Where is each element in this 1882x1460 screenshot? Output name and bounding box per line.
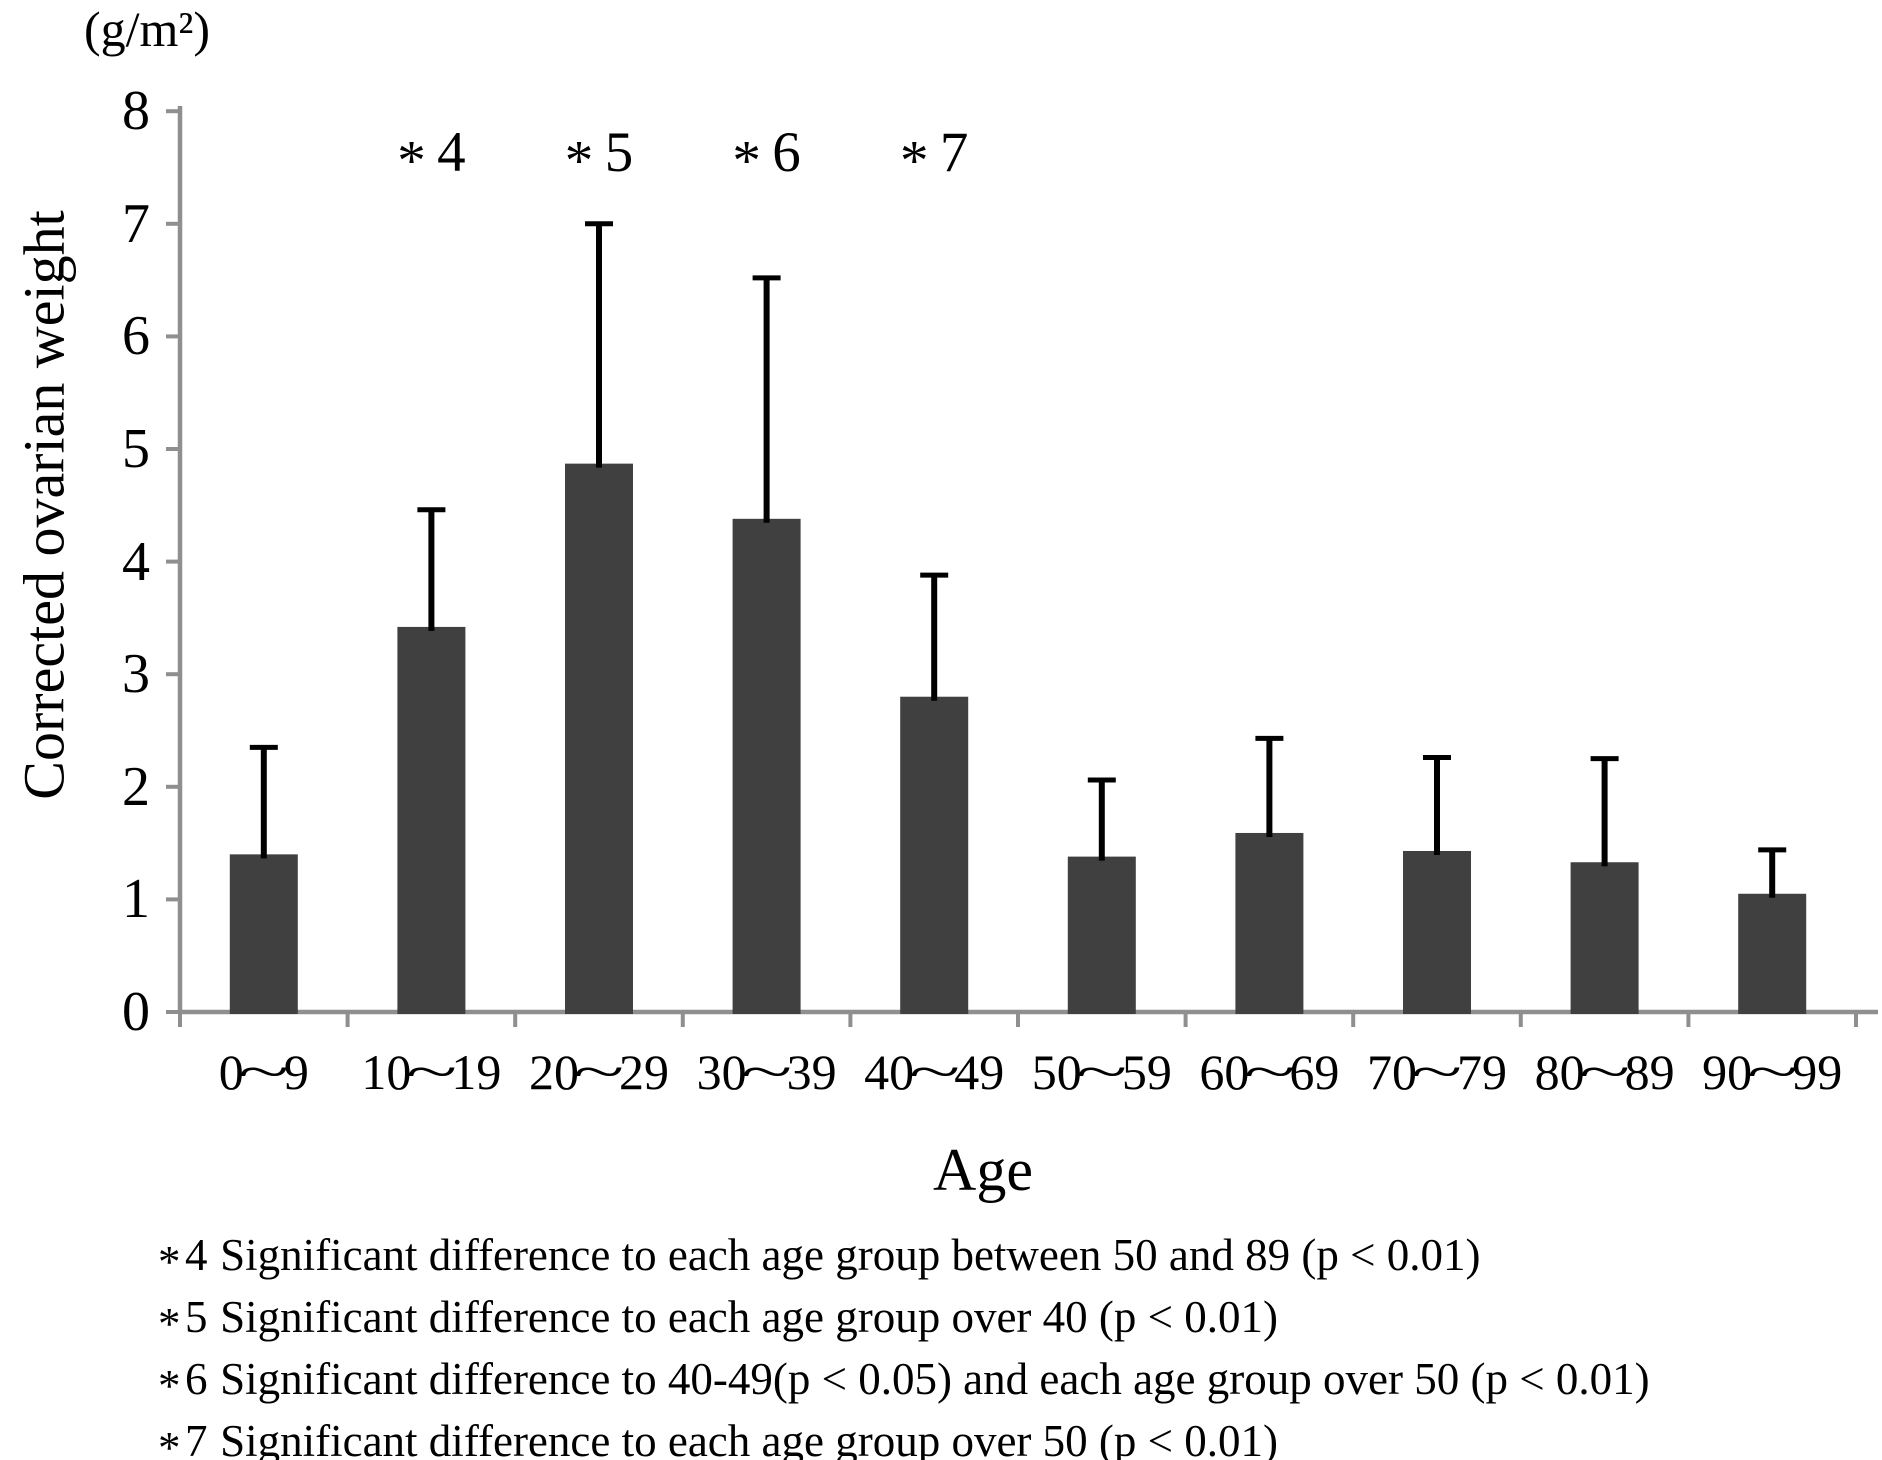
age-from: 50 — [1031, 1044, 1082, 1100]
tilde-glyph: ~ — [908, 1043, 960, 1099]
footnote-marker: * 6 — [158, 1354, 208, 1411]
marker-number: 4 — [437, 121, 466, 184]
marker-number: 4 — [185, 1230, 208, 1280]
tilde-glyph: ~ — [1746, 1043, 1798, 1099]
asterisk-glyph: * — [732, 129, 761, 193]
x-tick-label: 10~19 — [336, 1043, 526, 1100]
marker-number: 6 — [185, 1354, 208, 1404]
footnote-marker: * 4 — [158, 1230, 208, 1287]
tilde-glyph: ~ — [238, 1043, 290, 1099]
footnote-marker: * 7 — [158, 1416, 208, 1460]
y-tick-label: 1 — [122, 868, 150, 931]
age-from: 70 — [1366, 1044, 1417, 1100]
age-to: 19 — [451, 1044, 502, 1100]
age-to: 79 — [1457, 1044, 1508, 1100]
significance-label: * 6 — [672, 121, 862, 190]
tilde-glyph: ~ — [1411, 1043, 1463, 1099]
y-tick-label: 3 — [122, 643, 150, 706]
x-tick-label: 20~29 — [504, 1043, 694, 1100]
x-tick-label: 50~59 — [1007, 1043, 1197, 1100]
age-to: 99 — [1792, 1044, 1843, 1100]
x-tick-label: 80~89 — [1510, 1043, 1700, 1100]
x-tick-label: 30~39 — [672, 1043, 862, 1100]
tilde-glyph: ~ — [1578, 1043, 1631, 1099]
age-to: 89 — [1624, 1044, 1675, 1100]
x-tick-label: 90~99 — [1677, 1043, 1867, 1100]
asterisk-glyph: * — [564, 129, 594, 193]
x-tick-label: 0~9 — [169, 1043, 359, 1100]
bar — [565, 463, 633, 1014]
y-tick-label: 6 — [122, 305, 150, 368]
marker-number: 5 — [185, 1292, 208, 1342]
x-tick-label: 70~79 — [1342, 1043, 1532, 1100]
footnote-text: Significant difference to 40-49(p < 0.05… — [220, 1354, 1650, 1404]
age-from: 90 — [1702, 1044, 1753, 1100]
asterisk-glyph: * — [397, 129, 426, 193]
marker-number: 7 — [185, 1416, 208, 1460]
tilde-glyph: ~ — [573, 1043, 625, 1099]
y-tick-label: 8 — [122, 80, 150, 143]
bar — [397, 626, 466, 1014]
tilde-glyph: ~ — [1076, 1043, 1128, 1099]
footnote-line: * 6 Significant difference to 40-49(p < 0.… — [158, 1348, 1650, 1411]
age-to: 49 — [954, 1044, 1005, 1100]
footnote-text: Significant difference to each age group… — [220, 1292, 1279, 1342]
marker-number: 6 — [772, 121, 801, 184]
bar — [229, 854, 298, 1014]
significance-label: * 4 — [336, 121, 526, 190]
bar — [1738, 893, 1807, 1014]
bar — [732, 518, 801, 1014]
footnote-line: * 5 Significant difference to each age gro… — [158, 1286, 1650, 1349]
age-from: 10 — [361, 1044, 412, 1100]
footnotes: * 4 Significant difference to each age gro… — [158, 1224, 1650, 1460]
bar — [1570, 862, 1639, 1014]
age-from: 20 — [528, 1044, 579, 1100]
asterisk-glyph: * — [158, 1236, 181, 1287]
age-to: 59 — [1121, 1044, 1172, 1100]
asterisk-glyph: * — [158, 1422, 181, 1460]
age-to: 9 — [283, 1044, 309, 1100]
y-tick-label: 2 — [122, 755, 150, 818]
tilde-glyph: ~ — [740, 1043, 793, 1099]
footnote-line: * 7 Significant difference to each age gro… — [158, 1410, 1650, 1460]
age-from: 40 — [864, 1044, 915, 1100]
x-tick-label: 40~49 — [839, 1043, 1029, 1100]
significance-label: * 5 — [504, 121, 694, 190]
age-to: 39 — [786, 1044, 837, 1100]
x-axis-title: Age — [933, 1137, 1033, 1203]
significance-label: * 7 — [839, 121, 1029, 190]
marker-number: 7 — [939, 121, 969, 184]
asterisk-glyph: * — [158, 1298, 181, 1349]
footnote-text: Significant difference to each age group… — [220, 1230, 1481, 1280]
x-tick-label: 60~69 — [1174, 1043, 1364, 1100]
footnote-line: * 4 Significant difference to each age gro… — [158, 1224, 1650, 1287]
asterisk-glyph: * — [158, 1360, 181, 1411]
y-tick-label: 0 — [122, 981, 150, 1043]
y-tick-label: 4 — [122, 530, 150, 593]
age-from: 80 — [1534, 1044, 1585, 1100]
bar — [1067, 856, 1136, 1014]
tilde-glyph: ~ — [405, 1043, 458, 1099]
age-from: 0 — [218, 1044, 244, 1100]
y-axis-unit-label: (g/m²) — [84, 1, 211, 57]
age-to: 29 — [619, 1044, 670, 1100]
tilde-glyph: ~ — [1243, 1043, 1296, 1099]
footnote-marker: * 5 — [158, 1292, 208, 1349]
y-tick-label: 5 — [122, 418, 150, 480]
age-from: 30 — [696, 1044, 747, 1100]
age-from: 60 — [1199, 1044, 1250, 1100]
footnote-text: Significant difference to each age group… — [220, 1416, 1279, 1460]
y-tick-label: 7 — [122, 192, 150, 255]
age-to: 69 — [1289, 1044, 1340, 1100]
bar — [1235, 832, 1304, 1014]
bar — [900, 696, 969, 1014]
marker-number: 5 — [604, 121, 634, 184]
bar — [1403, 850, 1471, 1014]
asterisk-glyph: * — [899, 129, 929, 193]
